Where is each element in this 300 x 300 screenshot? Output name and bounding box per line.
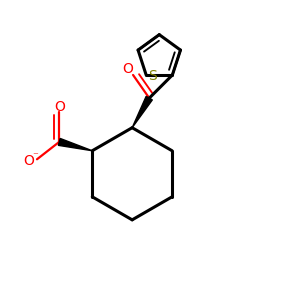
Text: S: S: [148, 69, 157, 82]
Text: O: O: [54, 100, 65, 114]
Text: O: O: [23, 154, 34, 168]
Polygon shape: [58, 139, 92, 151]
Text: O: O: [122, 62, 133, 76]
Text: ⁻: ⁻: [32, 151, 38, 161]
Polygon shape: [132, 96, 152, 128]
